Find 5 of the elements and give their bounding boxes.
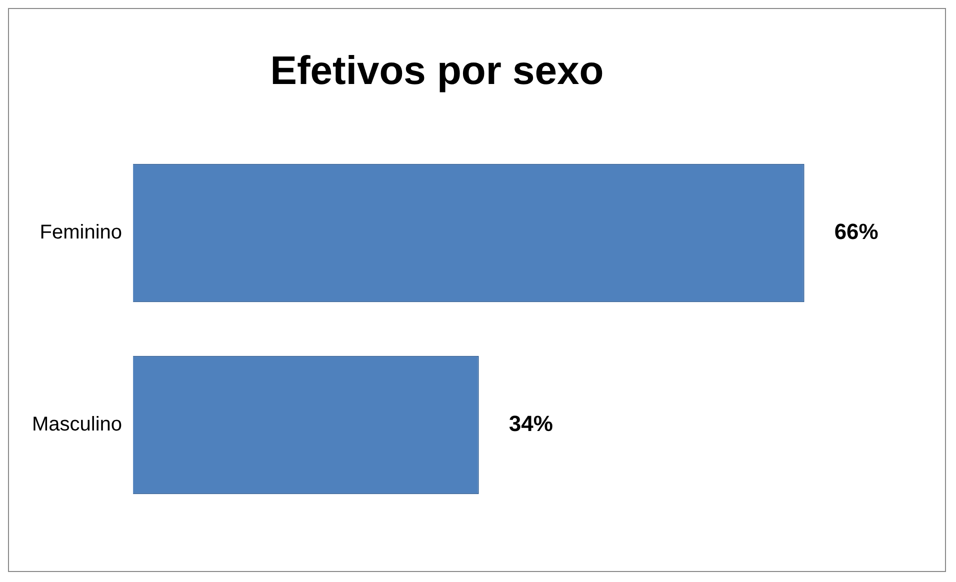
chart-title: Efetivos por sexo <box>270 49 604 94</box>
y-tick-label: Masculino <box>32 414 122 436</box>
y-tick-label: Feminino <box>40 222 122 244</box>
data-label: 66% <box>834 219 878 244</box>
data-label: 34% <box>508 411 553 436</box>
